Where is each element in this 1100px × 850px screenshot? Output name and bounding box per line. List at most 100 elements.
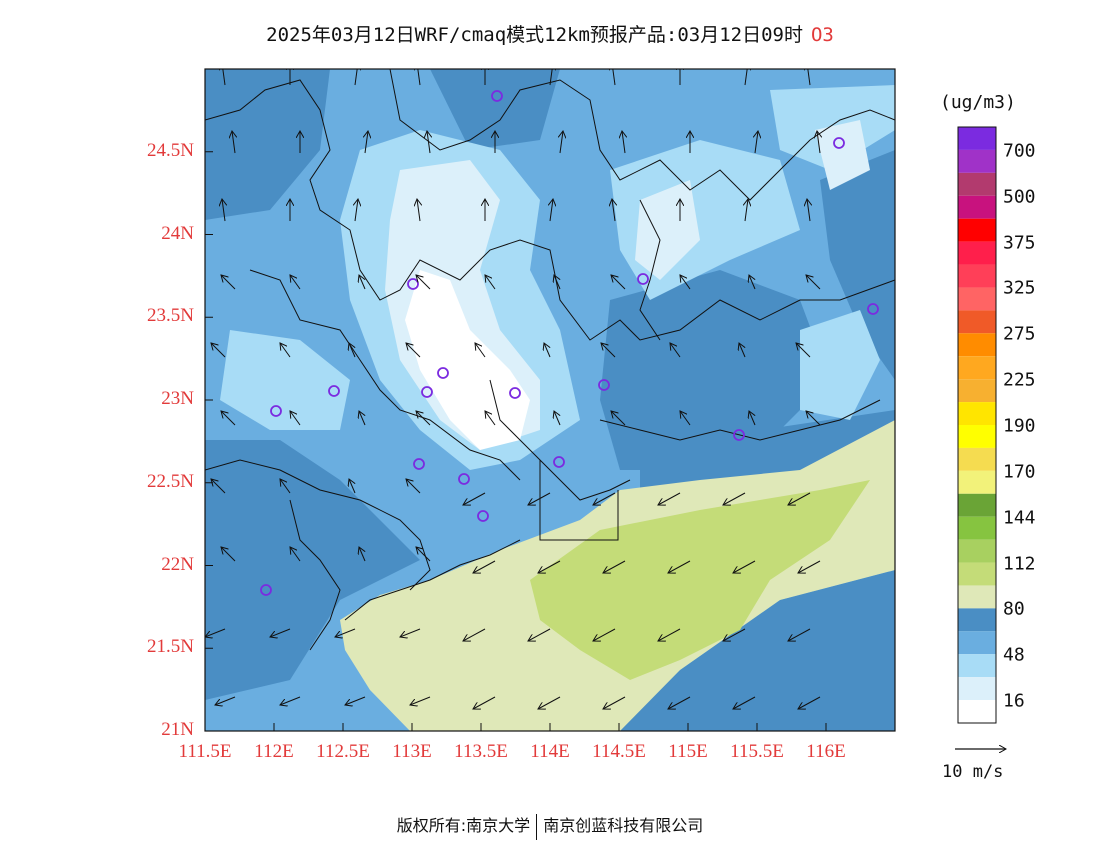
- wind-vector: [668, 560, 691, 573]
- province-line-north: [205, 79, 895, 341]
- station-marker: [407, 278, 419, 290]
- colorbar-label: 48: [1003, 644, 1025, 666]
- lon-tick-label: 114E: [530, 741, 570, 762]
- dark-band-east: [600, 270, 830, 470]
- lat-tick-label: 21N: [161, 719, 194, 740]
- wind-vector: [806, 411, 821, 426]
- wind-vector: [611, 411, 626, 426]
- colorbar-segment: [958, 149, 996, 173]
- colorbar-segment: [958, 127, 996, 150]
- wind-vector: [221, 547, 236, 562]
- wind-vector: [611, 275, 626, 290]
- colorbar-segment: [958, 654, 996, 678]
- wind-vector: [538, 696, 561, 709]
- wind-vector: [739, 343, 746, 358]
- copyright-separator: [536, 813, 538, 840]
- wind-vector: [222, 199, 225, 222]
- colorbar-segment: [958, 333, 996, 357]
- wind-vector: [400, 628, 421, 637]
- wind-vector: [658, 628, 681, 641]
- colorbar-segment: [958, 516, 996, 540]
- colorbar-label: 500: [1003, 186, 1036, 208]
- wind-vector: [612, 69, 615, 86]
- colorbar-segment: [958, 356, 996, 380]
- station-marker: [328, 385, 340, 397]
- colorbar-segment: [958, 241, 996, 265]
- station-marker: [491, 90, 503, 102]
- colorbar-segment: [958, 470, 996, 494]
- boundary-lines: [205, 69, 895, 651]
- wind-vector: [290, 411, 301, 426]
- wind-vector: [749, 275, 756, 290]
- lat-tick-label: 23.5N: [147, 305, 194, 327]
- colorbar-segment: [958, 585, 996, 609]
- dark-band-far-east: [820, 150, 895, 380]
- wind-vector: [406, 479, 421, 494]
- light-region-west: [220, 330, 350, 430]
- title-text: 2025年03月12日WRF/cmaq模式12km预报产品:03月12日09时: [266, 24, 803, 46]
- wind-vector: [733, 560, 756, 573]
- wind-vector: [410, 696, 431, 705]
- wind-vector: [290, 275, 301, 290]
- coastline-east: [599, 399, 881, 441]
- wind-vector: [473, 696, 496, 709]
- wind-vector: [290, 547, 301, 562]
- wind-vector: [788, 628, 811, 641]
- wind-vector: [335, 628, 356, 637]
- wind-vector: [601, 343, 616, 358]
- colorbar-segment: [958, 287, 996, 311]
- station-markers: [260, 90, 879, 596]
- wind-vector: [222, 69, 225, 86]
- wind-vector: [365, 131, 368, 154]
- wind-vector: [485, 411, 496, 426]
- station-marker: [270, 405, 282, 417]
- wind-vector: [416, 411, 431, 426]
- wind-reference-label: 10 m/s: [942, 762, 1004, 782]
- lon-tick-label: 113.5E: [454, 741, 508, 762]
- lon-tick-label: 115E: [668, 741, 708, 762]
- wind-vector: [463, 492, 486, 505]
- wind-vector: [733, 696, 756, 709]
- wind-vector: [215, 696, 236, 705]
- wind-vector: [417, 199, 420, 222]
- colorbar-label: 16: [1003, 690, 1025, 712]
- lat-tick-label: 24N: [161, 222, 194, 244]
- concentration-field: [205, 69, 895, 731]
- wind-vector: [280, 479, 291, 494]
- wind-vector: [723, 628, 746, 641]
- wind-vector: [723, 492, 746, 505]
- wind-vector: [355, 69, 358, 86]
- wind-vector: [749, 411, 756, 426]
- wind-vector: [745, 69, 748, 86]
- dark-band-north: [430, 69, 560, 150]
- wind-vector: [603, 560, 626, 573]
- wind-vector: [593, 492, 616, 505]
- station-marker: [598, 379, 610, 391]
- sea-core: [530, 480, 870, 680]
- wind-vector: [485, 275, 496, 290]
- colorbar-label: 375: [1003, 232, 1036, 254]
- wind-vectors: [205, 69, 821, 709]
- wind-vector: [680, 275, 691, 290]
- colorbar-segment: [958, 631, 996, 655]
- wind-vector: [745, 199, 748, 222]
- wind-vector: [798, 560, 821, 573]
- lon-tick-label: 113E: [392, 741, 432, 762]
- wind-vector: [416, 547, 431, 562]
- wind-vector: [554, 411, 561, 426]
- wind-vector: [755, 131, 758, 154]
- colorbar-segment: [958, 218, 996, 242]
- station-marker: [437, 367, 449, 379]
- station-marker: [458, 473, 470, 485]
- colorbar-label: 170: [1003, 461, 1036, 483]
- colorbar-label: 144: [1003, 507, 1036, 529]
- wind-vector: [211, 479, 226, 494]
- colorbar-label: 325: [1003, 277, 1036, 299]
- colorbar-label: 700: [1003, 140, 1036, 162]
- lat-tick-label: 21.5N: [147, 636, 194, 658]
- wind-vector: [205, 628, 226, 637]
- copyright-right: 南京创蓝科技有限公司: [543, 816, 704, 835]
- colorbar-label: 275: [1003, 323, 1036, 345]
- wind-vector: [554, 275, 561, 290]
